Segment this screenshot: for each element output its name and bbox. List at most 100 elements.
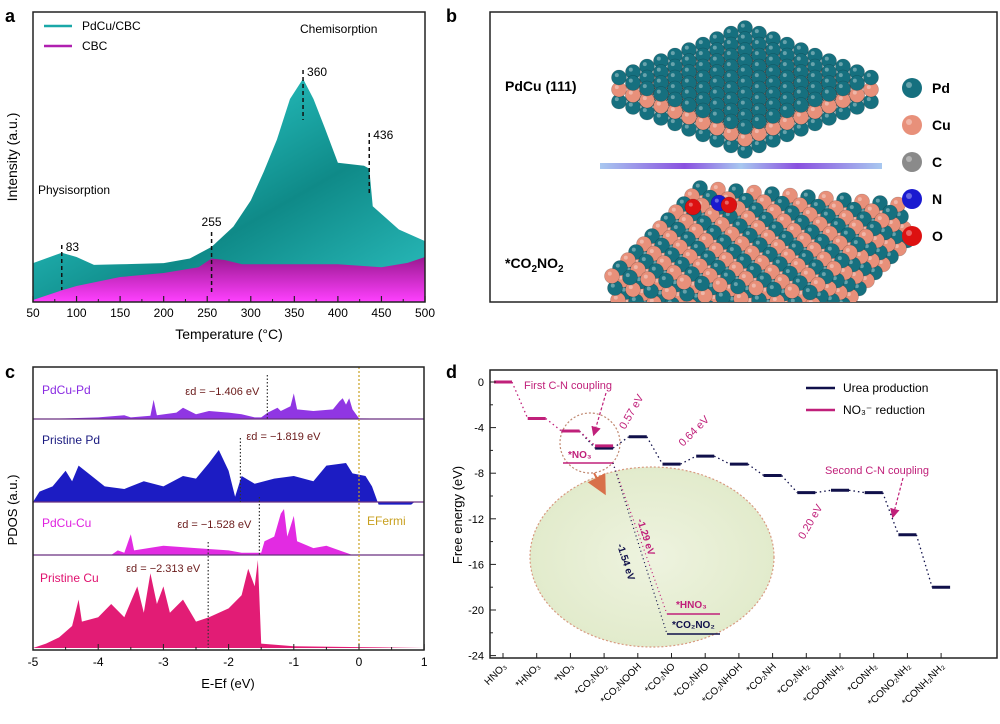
energy-connector	[545, 417, 562, 432]
atom-highlight	[754, 129, 759, 134]
atom-highlight	[810, 84, 815, 89]
atom-highlight	[700, 291, 705, 296]
cu-atom	[819, 300, 829, 302]
atom-highlight	[875, 198, 880, 203]
atom-highlight	[707, 315, 711, 319]
atom-highlight	[684, 89, 689, 94]
legend-label-c: C	[932, 154, 942, 170]
atom-highlight	[773, 242, 778, 247]
atom-highlight	[852, 102, 857, 107]
peak-label: 83	[66, 240, 80, 254]
atom-highlight	[697, 306, 701, 310]
atom-highlight	[768, 135, 773, 140]
atom-highlight	[793, 261, 798, 266]
atom-highlight	[810, 62, 815, 67]
atom-highlight	[679, 277, 684, 282]
atom-highlight	[810, 119, 815, 124]
atom-highlight	[754, 117, 759, 122]
atom-highlight	[805, 315, 809, 319]
y-tick-label-d: 0	[478, 377, 484, 389]
atom-highlight	[769, 312, 773, 316]
atom-highlight	[698, 51, 703, 56]
atom-highlight	[849, 205, 854, 210]
atom-highlight	[838, 62, 843, 67]
atom-highlight	[754, 106, 759, 111]
atom-highlight	[852, 78, 857, 83]
atom-highlight	[829, 264, 834, 269]
legend-atom-n-icon	[902, 189, 922, 209]
atom-highlight	[831, 308, 835, 312]
atom-highlight	[656, 78, 661, 83]
atom-highlight	[743, 213, 748, 218]
pd-atom	[695, 102, 711, 119]
atom-highlight	[715, 280, 720, 285]
pd-atom	[835, 80, 851, 97]
atom-highlight	[726, 84, 731, 89]
atom-highlight	[740, 134, 745, 139]
atom-highlight	[615, 263, 620, 268]
atom-highlight	[796, 56, 801, 61]
atom-highlight	[657, 241, 662, 246]
atom-highlight	[840, 268, 845, 273]
atom-highlight	[817, 237, 822, 242]
x-tick-label-c: -5	[28, 655, 39, 669]
atom-highlight	[712, 67, 717, 72]
atom-highlight	[761, 215, 766, 220]
atom-highlight	[779, 216, 784, 221]
atom-highlight	[819, 254, 824, 259]
x-tick-label-a: 50	[26, 306, 40, 320]
atom-highlight	[740, 23, 745, 28]
atom-highlight	[785, 191, 790, 196]
atom-highlight	[693, 293, 698, 298]
atom-highlight	[677, 260, 682, 265]
cu-atom	[694, 303, 709, 318]
pd-atom	[809, 309, 824, 324]
atom-highlight	[741, 274, 746, 279]
pd-atom	[794, 320, 809, 335]
cu-atom	[640, 271, 656, 287]
atom-highlight	[712, 89, 717, 94]
atom-highlight	[768, 100, 773, 105]
atom-highlight	[754, 141, 759, 146]
atom-highlight	[670, 107, 675, 112]
atom-highlight	[690, 281, 695, 286]
cu-atom	[632, 306, 647, 321]
atom-highlight	[801, 253, 806, 258]
atom-highlight	[687, 269, 692, 274]
atom-highlight	[815, 219, 820, 224]
x-tick-label-c: 0	[356, 655, 363, 669]
pd-atom	[686, 311, 701, 326]
atom-highlight	[747, 248, 752, 253]
y-tick-label-d: -12	[468, 514, 484, 526]
pd-atom	[694, 275, 710, 292]
pd-atom	[820, 313, 835, 328]
atom-highlight	[669, 268, 674, 273]
x-tick-label-a: 100	[67, 306, 87, 320]
atom-highlight	[623, 255, 628, 260]
pdos-label: PdCu-Cu	[42, 516, 91, 530]
atom-highlight	[698, 40, 703, 45]
legend-label-no3: NO₃⁻ reduction	[843, 403, 925, 417]
pd-atom	[810, 304, 825, 319]
atom-highlight	[899, 224, 904, 229]
atom-highlight	[813, 307, 817, 311]
atom-highlight	[777, 304, 781, 308]
energy-connector	[781, 475, 798, 494]
atom-highlight	[684, 112, 689, 117]
atom-highlight	[698, 106, 703, 111]
cu-atom	[730, 306, 745, 321]
x-tick-label-a: 250	[197, 306, 217, 320]
annotation-barrier-064: 0.64 eV	[677, 413, 713, 449]
atom-highlight	[659, 258, 664, 263]
atom-highlight	[670, 51, 675, 56]
atom-highlight	[824, 89, 829, 94]
peak-label: 255	[202, 215, 222, 229]
atom-highlight	[707, 210, 712, 215]
atom-highlight	[832, 276, 837, 281]
x-tick-label-c: -4	[93, 655, 104, 669]
atom-highlight	[711, 295, 716, 300]
pdos-label: Pristine Cu	[40, 571, 99, 585]
cu-atom	[755, 305, 770, 320]
atom-highlight	[621, 287, 626, 292]
label-co2no2: *CO2NO2	[505, 255, 564, 275]
